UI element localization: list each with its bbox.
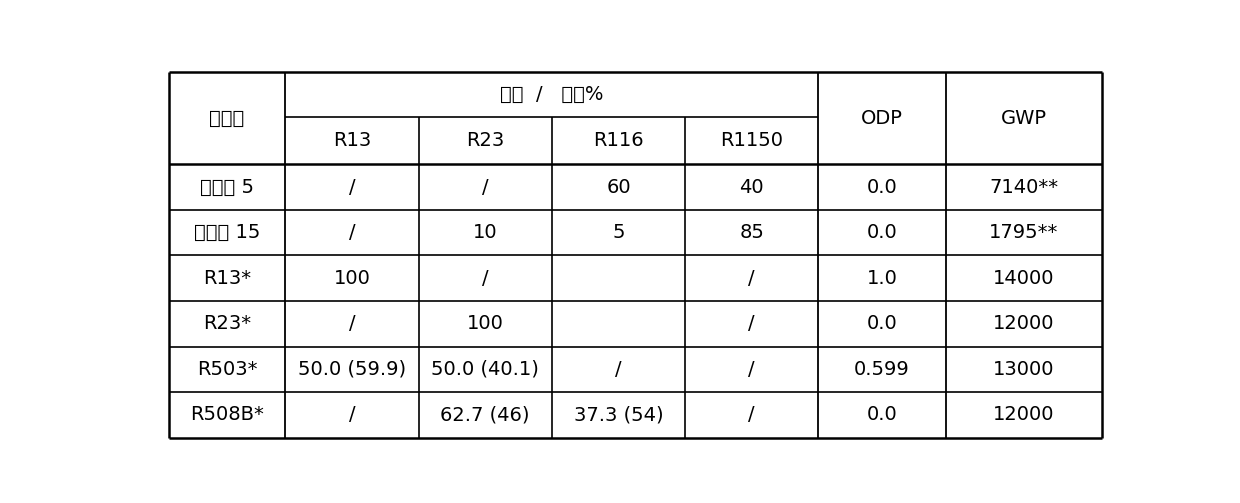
Text: 1.0: 1.0 [867, 269, 898, 288]
Text: /: / [348, 405, 355, 425]
Text: 0.0: 0.0 [867, 223, 898, 242]
Text: 7140**: 7140** [990, 178, 1058, 197]
Text: 62.7 (46): 62.7 (46) [440, 405, 529, 425]
Text: 实施例 15: 实施例 15 [193, 223, 260, 242]
Text: 85: 85 [739, 223, 764, 242]
Text: 12000: 12000 [993, 314, 1054, 333]
Text: 13000: 13000 [993, 360, 1054, 379]
Text: 50.0 (40.1): 50.0 (40.1) [432, 360, 539, 379]
Text: R23*: R23* [203, 314, 252, 333]
Text: 10: 10 [472, 223, 497, 242]
Text: R23: R23 [466, 131, 505, 150]
Text: 12000: 12000 [993, 405, 1054, 425]
Text: 制冷剂: 制冷剂 [210, 109, 244, 128]
Text: 100: 100 [334, 269, 371, 288]
Text: 60: 60 [606, 178, 631, 197]
Text: R116: R116 [593, 131, 644, 150]
Text: /: / [482, 269, 489, 288]
Text: R1150: R1150 [720, 131, 784, 150]
Text: /: / [749, 405, 755, 425]
Text: /: / [348, 223, 355, 242]
Text: /: / [348, 314, 355, 333]
Text: 40: 40 [739, 178, 764, 197]
Text: 0.599: 0.599 [854, 360, 910, 379]
Text: R508B*: R508B* [190, 405, 264, 425]
Text: /: / [482, 178, 489, 197]
Text: GWP: GWP [1001, 109, 1047, 128]
Text: 0.0: 0.0 [867, 314, 898, 333]
Text: 实施例 5: 实施例 5 [200, 178, 254, 197]
Text: /: / [749, 360, 755, 379]
Text: 50.0 (59.9): 50.0 (59.9) [298, 360, 405, 379]
Text: 0.0: 0.0 [867, 178, 898, 197]
Text: /: / [749, 269, 755, 288]
Text: 100: 100 [466, 314, 503, 333]
Text: 14000: 14000 [993, 269, 1054, 288]
Text: 0.0: 0.0 [867, 405, 898, 425]
Text: R13: R13 [332, 131, 371, 150]
Text: R13*: R13* [203, 269, 252, 288]
Text: 组分  /   摩尔%: 组分 / 摩尔% [500, 85, 604, 104]
Text: 37.3 (54): 37.3 (54) [574, 405, 663, 425]
Text: ODP: ODP [861, 109, 903, 128]
Text: /: / [749, 314, 755, 333]
Text: 5: 5 [613, 223, 625, 242]
Text: 1795**: 1795** [990, 223, 1059, 242]
Text: /: / [615, 360, 621, 379]
Text: /: / [348, 178, 355, 197]
Text: R503*: R503* [197, 360, 258, 379]
